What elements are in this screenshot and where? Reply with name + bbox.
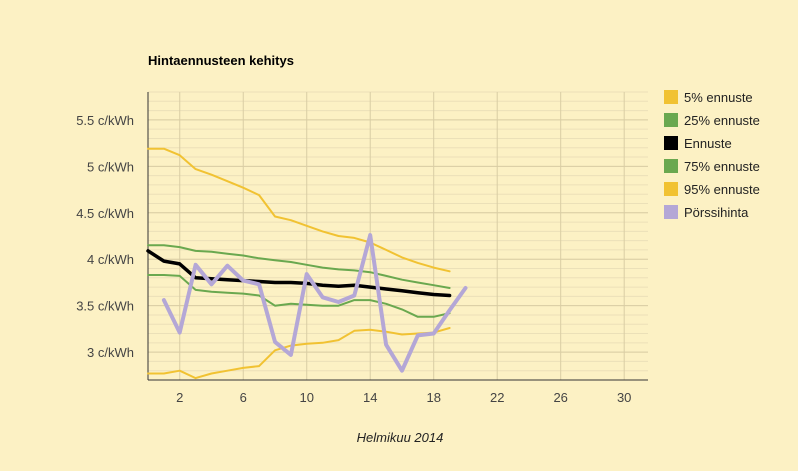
legend: 5% ennuste 25% ennuste Ennuste 75% ennuste 9… xyxy=(664,90,760,220)
y-tick-label: 5 c/kWh xyxy=(87,159,134,174)
series-line-1 xyxy=(147,244,451,289)
y-tick-label: 3.5 c/kWh xyxy=(76,299,134,314)
series-line-0 xyxy=(147,147,451,273)
series-line-5 xyxy=(161,233,468,373)
legend-label: 75% ennuste xyxy=(684,159,760,174)
x-tick-label: 2 xyxy=(176,390,183,405)
legend-label: Ennuste xyxy=(684,136,732,151)
chart-title: Hintaennusteen kehitys xyxy=(148,53,294,68)
legend-label: 95% ennuste xyxy=(684,182,760,197)
legend-swatch xyxy=(664,90,678,104)
legend-swatch xyxy=(664,136,678,150)
x-tick-label: 30 xyxy=(617,390,631,405)
series-lines xyxy=(146,147,468,380)
legend-label: 25% ennuste xyxy=(684,113,760,128)
series-line-2 xyxy=(146,249,452,298)
tick-labels: 3 c/kWh 3.5 c/kWh 4 c/kWh 4.5 c/kWh 5 c/kWh 5… xyxy=(76,113,631,405)
x-tick-label: 10 xyxy=(299,390,313,405)
series-line-4 xyxy=(147,327,451,380)
legend-label: 5% ennuste xyxy=(684,90,753,105)
x-tick-label: 6 xyxy=(240,390,247,405)
x-axis-label: Helmikuu 2014 xyxy=(357,430,444,445)
legend-label: Pörssihinta xyxy=(684,205,749,220)
x-tick-label: 14 xyxy=(363,390,377,405)
axes xyxy=(147,92,648,381)
legend-swatch xyxy=(664,205,678,219)
x-tick-label: 18 xyxy=(426,390,440,405)
y-tick-label: 4 c/kWh xyxy=(87,252,134,267)
y-tick-label: 4.5 c/kWh xyxy=(76,206,134,221)
y-tick-label: 3 c/kWh xyxy=(87,345,134,360)
x-tick-label: 26 xyxy=(553,390,567,405)
legend-swatch xyxy=(664,159,678,173)
y-tick-label: 5.5 c/kWh xyxy=(76,113,134,128)
legend-swatch xyxy=(664,113,678,127)
legend-swatch xyxy=(664,182,678,196)
x-tick-label: 22 xyxy=(490,390,504,405)
